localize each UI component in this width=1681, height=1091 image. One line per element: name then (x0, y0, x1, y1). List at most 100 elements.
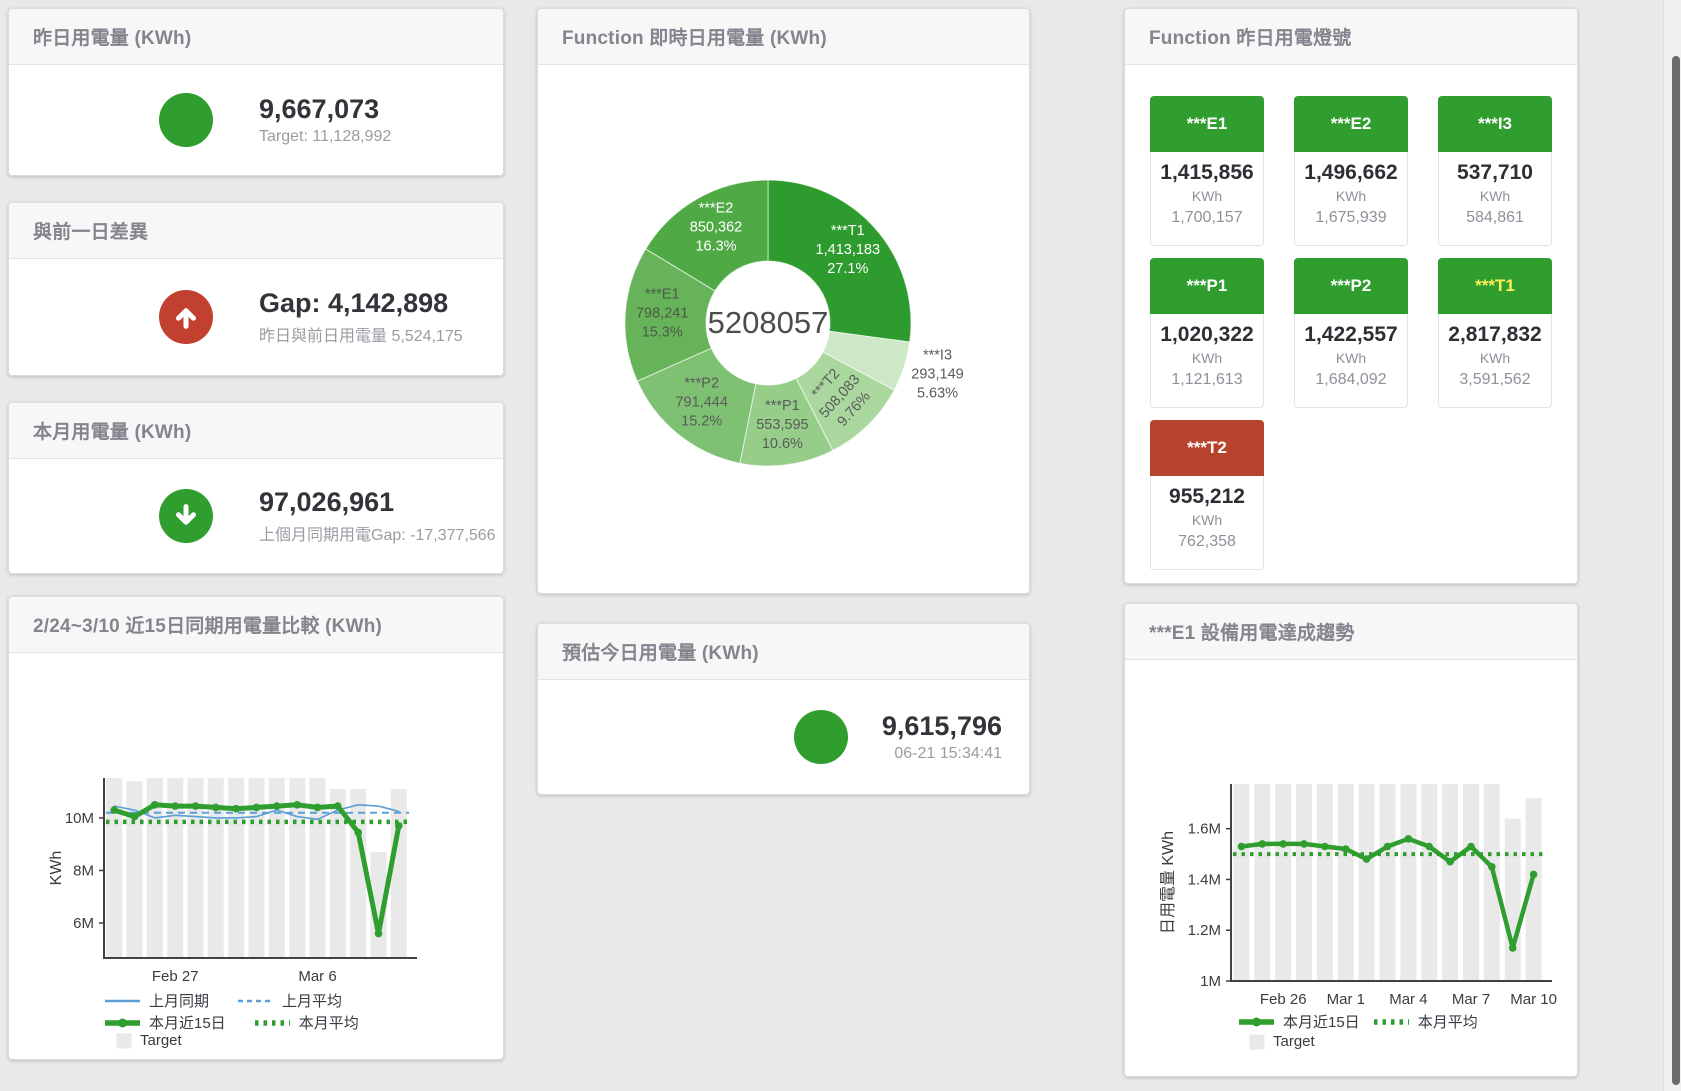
y-tick-label: 1M (1200, 973, 1221, 990)
device-target: 1,684,092 (1315, 371, 1387, 388)
panel-e1-trend-chart: ***E1 設備用電達成趨勢 1M 1.2M 1.4M 1.6M Feb 26 Mar 1… (1124, 603, 1578, 1077)
target-bar (1379, 784, 1396, 981)
line-dotted-legend-marker-icon (254, 1019, 290, 1026)
panel-header: 預估今日用電量 (KWh) (538, 624, 1029, 680)
panel-header: 昨日用電量 (KWh) (9, 9, 503, 65)
device-tile-I3: ***I3 537,710 KWh 584,861 (1438, 96, 1552, 246)
donut-slice-label: 791,444 (675, 395, 727, 411)
donut-center-total: 5208057 (708, 305, 829, 340)
donut-slice-label: 293,149 (911, 367, 963, 383)
legend-item[interactable]: 本月平均 (254, 1012, 359, 1033)
device-unit: KWh (1191, 512, 1223, 528)
device-tile-header: ***T1 (1438, 258, 1552, 314)
y-axis-label: KWh (48, 851, 65, 886)
x-tick-label: Mar 7 (1452, 991, 1490, 1008)
device-tile-body: 537,710 KWh 584,861 (1438, 152, 1552, 246)
donut-slice-label: ***E1 (645, 286, 680, 302)
device-value: 1,415,856 (1160, 161, 1254, 184)
device-tile-body: 1,422,557 KWh 1,684,092 (1294, 314, 1408, 408)
legend-item[interactable]: 本月近15日 (1238, 1011, 1360, 1032)
device-tile-P1: ***P1 1,020,322 KWh 1,121,613 (1150, 258, 1264, 408)
device-tile-T2: ***T2 955,212 KWh 762,358 (1150, 420, 1264, 570)
target-bar (1442, 784, 1459, 981)
panel-month-usage: 本月用電量 (KWh) 97,026,961 上個月同期用電Gap: -17,3… (8, 402, 504, 574)
donut-slice-label: 16.3% (695, 239, 736, 255)
device-tile-body: 1,020,322 KWh 1,121,613 (1150, 314, 1264, 408)
device-unit: KWh (1479, 188, 1511, 204)
line-dotted-legend-marker-icon (1373, 1018, 1409, 1025)
panel-body: 97,026,961 上個月同期用電Gap: -17,377,566 (9, 459, 503, 572)
panel-title: Function 昨日用電燈號 (1149, 28, 1352, 49)
target-bar (167, 778, 184, 958)
donut-slice-T1 (767, 179, 912, 343)
device-unit: KWh (1335, 350, 1367, 366)
legend-row: Target (116, 1032, 182, 1049)
target-bar (1525, 798, 1542, 981)
panel-body: ***E1 1,415,856 KWh 1,700,157 ***E2 1,496,662… (1125, 65, 1577, 582)
x-tick-label: Feb 26 (1260, 991, 1307, 1008)
target-bar (1421, 784, 1438, 981)
panel-15day-compare-chart: 2/24~3/10 近15日同期用電量比較 (KWh) 6M 8M 10M Feb 2… (8, 596, 504, 1060)
y-tick-label: 8M (73, 862, 94, 879)
panel-body: 9,667,073 Target: 11,128,992 (9, 65, 503, 174)
legend-row: Target (1249, 1033, 1315, 1050)
y-tick-label: 1.2M (1188, 922, 1221, 939)
panel-title: 本月用電量 (KWh) (33, 422, 192, 443)
device-value: 955,212 (1169, 485, 1245, 508)
stat-subtext: Target: 11,128,992 (259, 127, 392, 145)
status-circle-icon (159, 92, 213, 147)
legend-item[interactable]: 本月平均 (1373, 1011, 1478, 1032)
target-bar (1233, 784, 1250, 981)
x-tick-label: Mar 4 (1389, 991, 1427, 1008)
target-bar (1504, 818, 1521, 981)
donut-slice-label: ***P2 (684, 376, 719, 392)
panel-header: Function 昨日用電燈號 (1125, 9, 1577, 65)
target-bar (390, 789, 407, 958)
device-target: 1,121,613 (1171, 371, 1243, 388)
y-tick-label: 1.6M (1188, 821, 1221, 838)
x-tick-label: Feb 27 (152, 968, 199, 985)
device-tile-E2: ***E2 1,496,662 KWh 1,675,939 (1294, 96, 1408, 246)
donut-slice-label: ***P1 (765, 398, 800, 414)
line-thin-legend-marker-icon (105, 999, 140, 1002)
stat-subtext: 上個月同期用電Gap: -17,377,566 (259, 526, 496, 544)
target-bar (370, 852, 387, 958)
device-tile-header: ***I3 (1438, 96, 1552, 152)
legend-item[interactable]: 上月同期 (104, 990, 209, 1011)
target-bar (1316, 784, 1333, 981)
panel-header: 2/24~3/10 近15日同期用電量比較 (KWh) (9, 597, 503, 653)
donut-slice-label: 1,413,183 (816, 242, 881, 258)
stat-text: 97,026,961 上個月同期用電Gap: -17,377,566 (259, 487, 496, 545)
legend-item[interactable]: 本月近15日 (104, 1012, 226, 1033)
target-bar (1463, 784, 1479, 981)
device-value: 2,817,832 (1448, 323, 1542, 346)
vertical-scrollbar-track[interactable] (1663, 0, 1681, 1091)
vertical-scrollbar-thumb[interactable] (1672, 56, 1680, 1085)
donut-slice-label: 850,362 (690, 220, 742, 236)
legend-label: 上月同期 (149, 993, 210, 1010)
legend-item[interactable]: Target (116, 1032, 182, 1049)
stat-value: 97,026,961 (259, 486, 395, 517)
donut-slice-label: 553,595 (756, 417, 808, 433)
legend-label: 本月近15日 (1283, 1014, 1360, 1031)
panel-body: Gap: 4,142,898 昨日與前日用電量 5,524,175 (9, 259, 503, 374)
panel-title: 與前一日差異 (33, 222, 149, 243)
x-tick-label: Mar 1 (1327, 991, 1365, 1008)
target-bar (350, 789, 367, 958)
panel-realtime-donut: Function 即時日用電量 (KWh) ***T1 1,413,183 27.1… (537, 8, 1030, 594)
legend-item[interactable]: 上月平均 (237, 990, 342, 1011)
trend-chart-area: 1M 1.2M 1.4M 1.6M Feb 26 Mar 1 Mar 4 Mar 7 Mar 1… (1125, 660, 1577, 1075)
device-tile-header: ***E2 (1294, 96, 1408, 152)
legend-label: 上月平均 (282, 993, 343, 1010)
legend-label: 本月平均 (298, 1015, 359, 1032)
device-target: 1,700,157 (1171, 209, 1243, 226)
donut-slice-label: ***E2 (699, 201, 734, 217)
legend-item[interactable]: Target (1249, 1033, 1315, 1050)
device-tile-header: ***P2 (1294, 258, 1408, 314)
line-thick-dot-legend-marker-icon (105, 1018, 140, 1027)
donut-slice-label: 5.63% (917, 386, 958, 402)
e1-trend-line-chart: 1M 1.2M 1.4M 1.6M Feb 26 Mar 1 Mar 4 Mar 7 Mar 1… (1160, 784, 1557, 1008)
device-value: 1,020,322 (1160, 323, 1254, 346)
device-tile-header: ***T2 (1150, 420, 1264, 476)
target-bar (106, 778, 123, 958)
